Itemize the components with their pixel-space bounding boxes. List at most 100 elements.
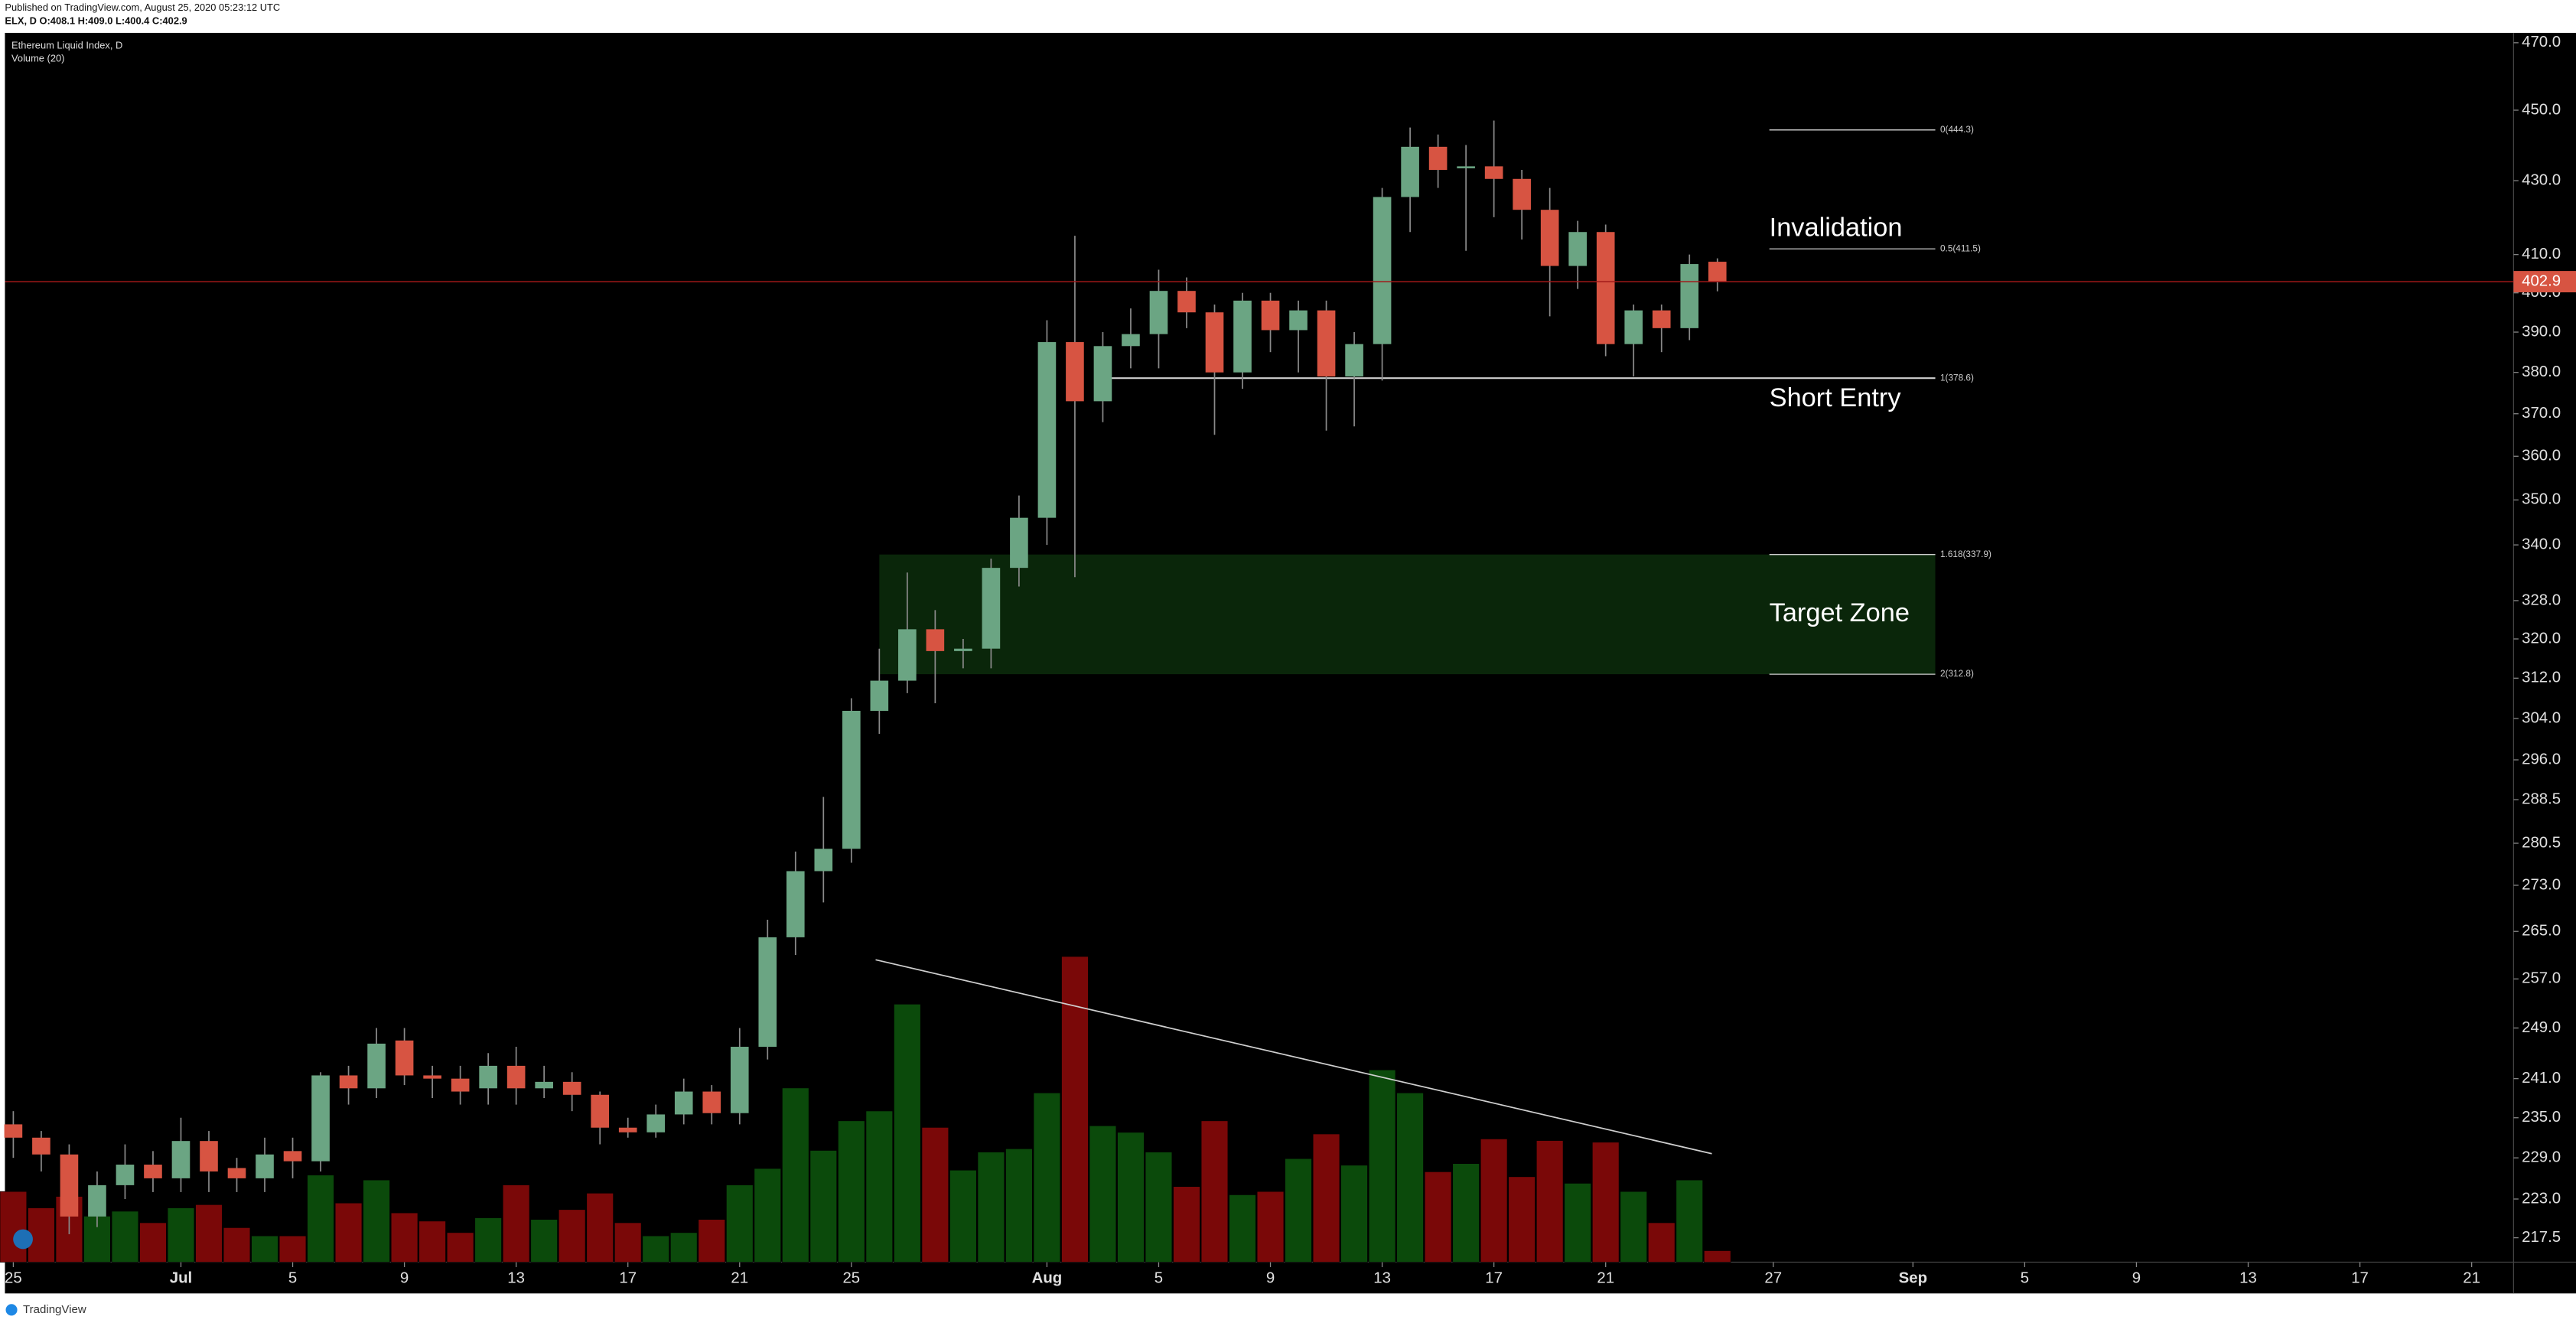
candle-body xyxy=(870,680,889,711)
annotation: Target Zone xyxy=(1770,598,1910,627)
volume-bar xyxy=(1620,1191,1647,1263)
y-tick-label: 380.0 xyxy=(2522,363,2561,380)
annotation: Short Entry xyxy=(1770,383,1902,412)
volume-bar xyxy=(1648,1222,1676,1263)
volume-bar xyxy=(139,1222,167,1263)
volume-bar xyxy=(307,1175,334,1263)
x-tick-label: 17 xyxy=(1485,1269,1503,1286)
volume-bar xyxy=(809,1150,838,1263)
y-tick-label: 312.0 xyxy=(2522,670,2561,686)
volume-bar xyxy=(1145,1152,1173,1263)
candle-body xyxy=(702,1091,721,1113)
y-tick-label: 328.0 xyxy=(2522,591,2561,608)
x-tick-label: 9 xyxy=(400,1269,409,1286)
volume-bar xyxy=(894,1003,921,1263)
candle-body xyxy=(1513,178,1531,210)
candle-body xyxy=(200,1141,218,1171)
volume-bar xyxy=(586,1192,614,1263)
fib-level-label: 1.618(337.9) xyxy=(1940,549,1991,559)
x-tick-label: 13 xyxy=(507,1269,525,1286)
candle-body xyxy=(451,1078,470,1092)
volume-bar xyxy=(670,1232,698,1263)
y-tick-label: 430.0 xyxy=(2522,172,2561,189)
y-tick-label: 288.5 xyxy=(2522,790,2561,807)
published-text: Published on TradingView.com, August 25,… xyxy=(5,2,280,13)
volume-bar xyxy=(865,1110,894,1263)
candle-body xyxy=(367,1043,386,1089)
volume-bar xyxy=(1200,1120,1229,1263)
candle-body xyxy=(1624,310,1643,344)
candle-body xyxy=(1205,312,1224,373)
volume-bar xyxy=(530,1219,558,1263)
chart-title: Ethereum Liquid Index, D xyxy=(11,40,122,51)
annotation: Invalidation xyxy=(1770,213,1903,243)
y-tick-label: 257.0 xyxy=(2522,970,2561,987)
candle-body xyxy=(395,1040,414,1076)
volume-bar xyxy=(782,1087,809,1263)
volume-bar xyxy=(1676,1179,1703,1263)
candle-body xyxy=(256,1154,274,1178)
volume-bar xyxy=(1033,1092,1061,1263)
x-tick-label: 9 xyxy=(1266,1269,1275,1286)
candle-body xyxy=(1149,291,1168,334)
candle-body xyxy=(227,1168,246,1178)
x-tick-label: Jul xyxy=(170,1269,192,1286)
candle-body xyxy=(1177,291,1196,313)
volume-bar xyxy=(838,1120,865,1263)
candle-body xyxy=(423,1075,441,1079)
y-tick-label: 235.0 xyxy=(2522,1109,2561,1126)
volume-bar xyxy=(1340,1165,1368,1263)
y-tick-label: 410.0 xyxy=(2522,246,2561,262)
x-tick-label: 5 xyxy=(1154,1269,1163,1286)
candle-body xyxy=(1568,232,1587,266)
volume-bar xyxy=(334,1202,363,1263)
volume-bar xyxy=(1368,1069,1396,1263)
candle-body xyxy=(1317,310,1336,377)
volume-bar xyxy=(1089,1125,1117,1263)
volume-bar xyxy=(921,1127,949,1263)
volume-trend-line xyxy=(875,959,1712,1155)
y-tick-label: 450.0 xyxy=(2522,101,2561,118)
y-tick-label: 340.0 xyxy=(2522,536,2561,553)
volume-bar xyxy=(754,1168,781,1263)
x-tick-label: 17 xyxy=(2351,1269,2369,1286)
candle-body xyxy=(898,629,917,681)
candle-body xyxy=(786,871,805,937)
candle-body xyxy=(814,849,833,872)
volume-bar xyxy=(1508,1176,1536,1263)
y-tick-label: 217.5 xyxy=(2522,1229,2561,1246)
volume-bar xyxy=(502,1185,530,1263)
x-tick-label: 21 xyxy=(2463,1269,2480,1286)
volume-bar xyxy=(474,1217,502,1263)
volume-bar xyxy=(278,1235,307,1263)
volume-bar xyxy=(949,1169,977,1263)
candle-body xyxy=(926,629,945,651)
candle-body xyxy=(674,1091,693,1115)
candle-body xyxy=(1037,342,1057,518)
x-tick-label: 5 xyxy=(288,1269,297,1286)
ohlc-header: ELX, D O:408.1 H:409.0 L:400.4 C:402.9 xyxy=(5,15,187,26)
volume-bar xyxy=(1591,1142,1620,1263)
volume-bar xyxy=(726,1185,754,1263)
volume-bar xyxy=(1424,1171,1452,1263)
candle-body xyxy=(283,1151,302,1162)
volume-bar xyxy=(1452,1163,1480,1263)
volume-bar xyxy=(1256,1191,1285,1263)
brand-logo-icon xyxy=(13,1229,33,1250)
candle-body xyxy=(1122,334,1140,347)
x-tick-label: 17 xyxy=(619,1269,637,1286)
x-tick-label: 27 xyxy=(1764,1269,1782,1286)
candle-body xyxy=(1066,342,1084,402)
volume-bar xyxy=(977,1152,1005,1263)
volume-bar xyxy=(28,1207,55,1263)
fib-level-label: 0.5(411.5) xyxy=(1940,243,1981,253)
x-tick-label: 25 xyxy=(842,1269,860,1286)
candle-body xyxy=(618,1127,637,1132)
x-tick-label: 21 xyxy=(1597,1269,1614,1286)
volume-bar xyxy=(167,1207,195,1263)
volume-bar xyxy=(614,1222,642,1263)
candle-body xyxy=(116,1165,135,1185)
last-price-box xyxy=(2513,271,2576,293)
candle-body xyxy=(591,1094,610,1128)
y-tick-label: 350.0 xyxy=(2522,491,2561,508)
